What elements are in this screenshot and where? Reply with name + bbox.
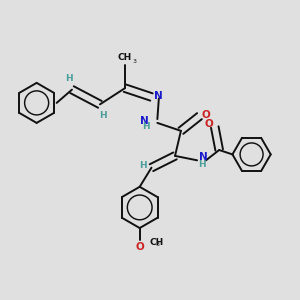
Text: H: H xyxy=(140,161,147,170)
Text: CH: CH xyxy=(118,53,132,62)
Text: H: H xyxy=(142,122,150,131)
Text: H: H xyxy=(199,160,206,169)
Text: O: O xyxy=(135,242,144,252)
Text: N: N xyxy=(199,152,207,162)
Text: N: N xyxy=(154,91,163,101)
Text: CH: CH xyxy=(150,238,164,247)
Text: O: O xyxy=(205,119,213,129)
Text: 3: 3 xyxy=(156,242,160,247)
Text: H: H xyxy=(65,74,73,83)
Text: O: O xyxy=(202,110,211,120)
Text: N: N xyxy=(140,116,148,126)
Text: H: H xyxy=(99,111,107,120)
Text: 3: 3 xyxy=(132,59,136,64)
